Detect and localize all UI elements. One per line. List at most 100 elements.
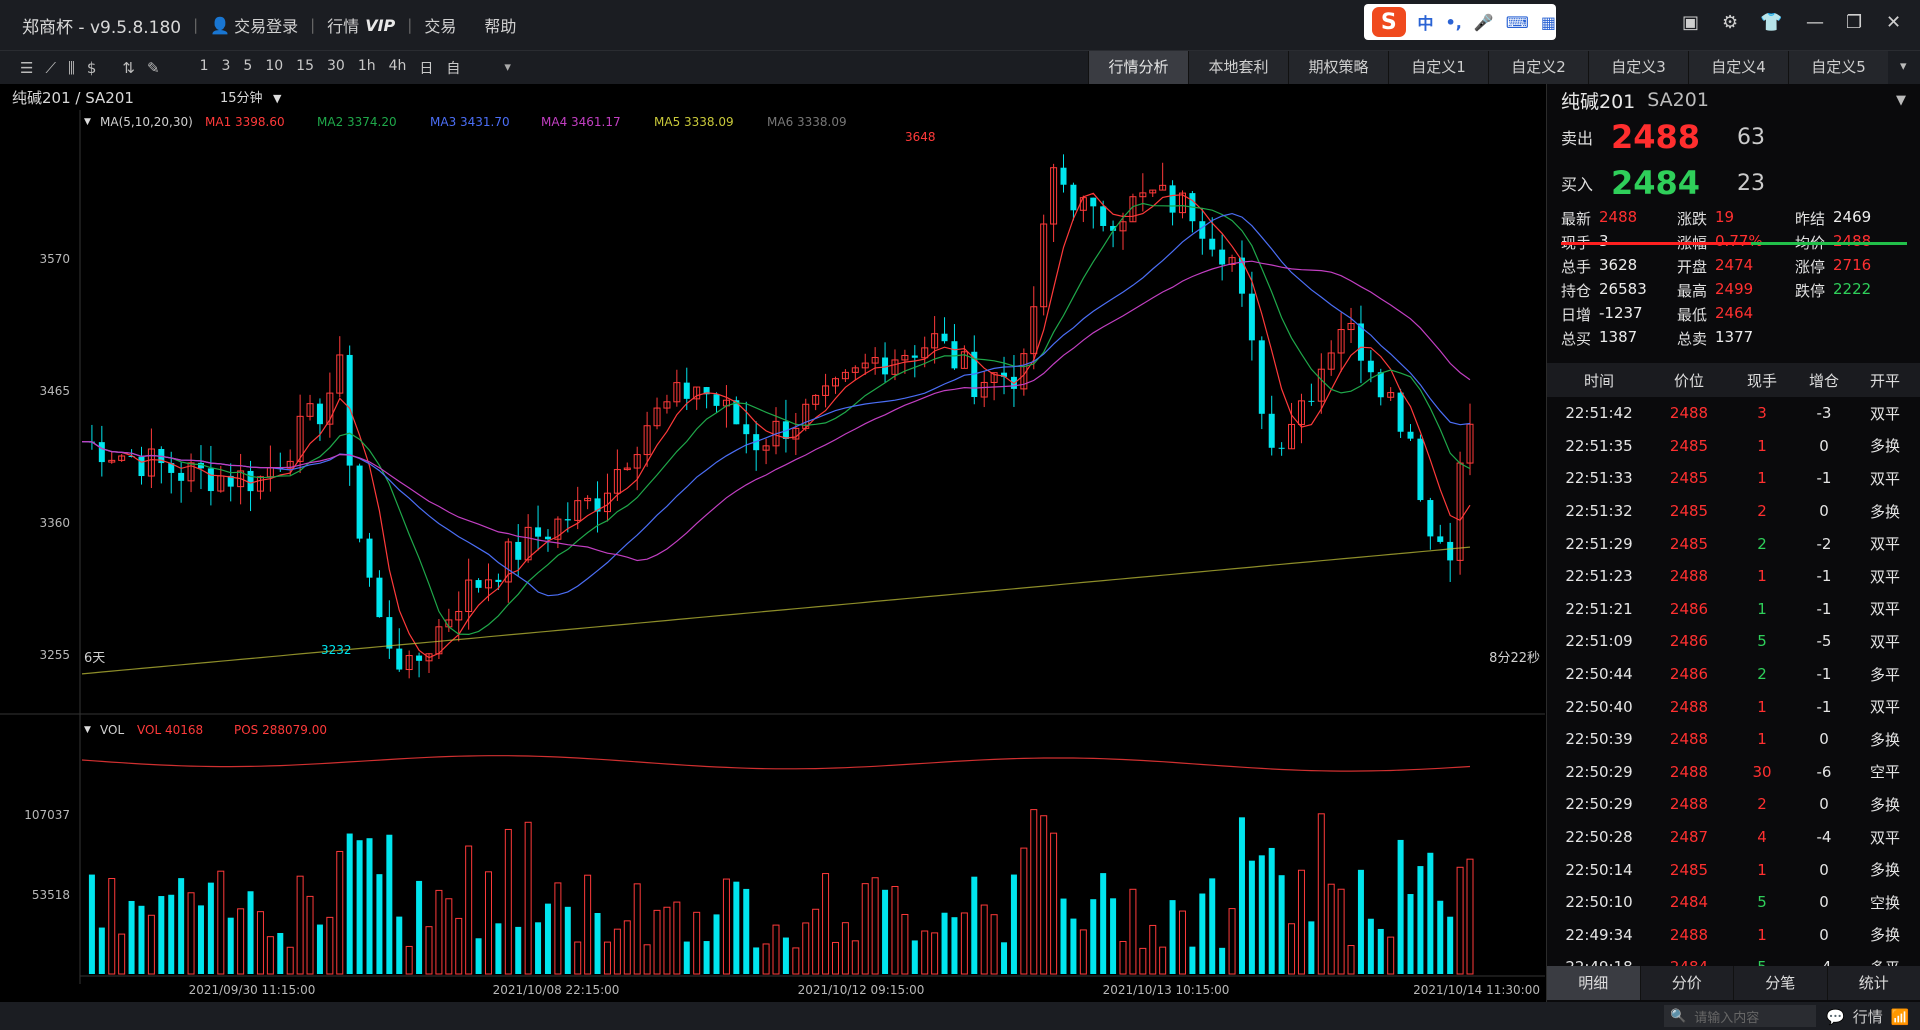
tick-row[interactable]: 22:50:40 2488 1 -1 双平 <box>1547 690 1920 723</box>
bid-row[interactable]: 买入 2484 23 <box>1547 162 1920 204</box>
candle-body <box>1377 372 1384 398</box>
tick-table[interactable]: 22:51:42 2488 3 -3 双平 22:51:35 2485 1 0 多换 22:51:3… <box>1547 397 1920 984</box>
tab-1[interactable]: 本地套利 <box>1188 51 1288 84</box>
period-8[interactable]: 日 <box>419 60 434 77</box>
ime-punctuation-icon[interactable]: •, <box>1445 12 1462 32</box>
tick-row[interactable]: 22:51:33 2485 1 -1 双平 <box>1547 462 1920 495</box>
tick-row[interactable]: 22:50:29 2488 2 0 多换 <box>1547 788 1920 821</box>
tick-row[interactable]: 22:51:35 2485 1 0 多换 <box>1547 430 1920 463</box>
tick-row[interactable]: 22:50:14 2485 1 0 多换 <box>1547 853 1920 886</box>
dollar-icon[interactable]: $ <box>86 58 97 77</box>
tick-row[interactable]: 22:51:32 2485 2 0 多换 <box>1547 495 1920 528</box>
tick-price: 2488 <box>1669 795 1709 814</box>
tick-row[interactable]: 22:50:44 2486 2 -1 多平 <box>1547 658 1920 691</box>
tick-volume: 1 <box>1757 436 1767 455</box>
market-menu[interactable]: 行情 VIP <box>327 13 395 37</box>
quote-header[interactable]: 纯碱201 SA201 ▼ <box>1547 84 1920 116</box>
period-5[interactable]: 30 <box>327 57 345 74</box>
tick-row[interactable]: 22:51:21 2486 1 -1 双平 <box>1547 593 1920 626</box>
candle-body <box>168 463 175 473</box>
period-2[interactable]: 5 <box>243 57 253 74</box>
restore-icon[interactable]: ❐ <box>1846 12 1863 33</box>
minimize-icon[interactable]: — <box>1806 12 1824 33</box>
volume-bar <box>435 889 443 975</box>
tick-type: 多平 <box>1869 665 1900 684</box>
ime-toolbox-icon[interactable]: ▦ <box>1540 12 1556 32</box>
period-4[interactable]: 15 <box>296 57 314 74</box>
tick-row[interactable]: 22:51:42 2488 3 -3 双平 <box>1547 397 1920 430</box>
ime-toolbar[interactable]: S 中 •, 🎤 ⌨ ▦ <box>1364 4 1556 40</box>
search-box[interactable]: 🔍 请输入内容 <box>1664 1005 1816 1027</box>
tick-row[interactable]: 22:51:23 2488 1 -1 双平 <box>1547 560 1920 593</box>
ask-row[interactable]: 卖出 2488 63 <box>1547 116 1920 158</box>
login-menu[interactable]: 👤 交易登录 <box>210 13 298 37</box>
tab-6[interactable]: 自定义4 <box>1688 51 1788 84</box>
candle-body <box>147 448 155 477</box>
candle-body <box>623 467 631 471</box>
sort-icon[interactable]: ⇅ <box>122 58 135 77</box>
line-chart-icon[interactable]: ⟋ <box>45 58 56 77</box>
skin-shirt-icon[interactable]: 👕 <box>1760 12 1783 33</box>
tick-price: 2486 <box>1669 665 1709 684</box>
tick-row[interactable]: 22:49:34 2488 1 0 多换 <box>1547 919 1920 952</box>
pos-value: POS 288079.00 <box>234 723 327 737</box>
volume-bar <box>623 920 631 975</box>
tab-5[interactable]: 自定义3 <box>1588 51 1688 84</box>
tick-volume: 1 <box>1757 860 1767 879</box>
candle-body <box>178 472 185 481</box>
tab-4[interactable]: 自定义2 <box>1488 51 1588 84</box>
chart-canvas[interactable]: 纯碱201 / SA201 15分钟 ▼ ▼ MA(5,10,20,30) MA1 339… <box>0 84 1545 1002</box>
kline-chart[interactable]: 纯碱201 / SA201 15分钟 ▼ ▼ MA(5,10,20,30) MA1 339… <box>0 84 1545 1002</box>
settings-gear-icon[interactable]: ⚙ <box>1722 12 1739 33</box>
chat-icon[interactable]: 💬 <box>1826 1007 1845 1026</box>
detail-tab-1[interactable]: 分价 <box>1641 966 1734 1000</box>
volume-bar <box>1169 900 1176 974</box>
detail-tab-0[interactable]: 明细 <box>1547 966 1641 1000</box>
candle-body <box>871 357 879 364</box>
tabs-more-icon[interactable]: ▾ <box>1900 59 1907 74</box>
volume-bar <box>603 941 611 975</box>
volume-bar <box>138 905 145 974</box>
ime-voice-icon[interactable]: 🎤 <box>1473 12 1494 32</box>
detail-tab-2[interactable]: 分笔 <box>1734 966 1828 1000</box>
tab-2[interactable]: 期权策略 <box>1288 51 1388 84</box>
period-0[interactable]: 1 <box>199 57 209 74</box>
tab-3[interactable]: 自定义1 <box>1388 51 1488 84</box>
ime-keyboard-icon[interactable]: ⌨ <box>1505 12 1529 32</box>
trade-menu[interactable]: 交易 <box>424 17 457 36</box>
help-menu[interactable]: 帮助 <box>484 17 517 36</box>
period-9[interactable]: 自 <box>446 60 461 77</box>
tick-row[interactable]: 22:50:29 2488 30 -6 空平 <box>1547 756 1920 789</box>
volume-bar <box>1357 869 1364 974</box>
draw-pen-icon[interactable]: ✎ <box>147 58 160 77</box>
period-dropdown-icon[interactable]: ▾ <box>504 60 511 75</box>
tick-row[interactable]: 22:50:39 2488 1 0 多换 <box>1547 723 1920 756</box>
layout-icon[interactable]: ▣ <box>1682 12 1700 33</box>
volume-bar <box>831 941 839 975</box>
tick-row[interactable]: 22:50:10 2484 5 0 空换 <box>1547 886 1920 919</box>
candle-icon[interactable]: ⫼ <box>67 58 75 77</box>
y-tick-label: 3360 <box>39 516 70 530</box>
tick-row[interactable]: 22:50:28 2487 4 -4 双平 <box>1547 821 1920 854</box>
volume-bar <box>673 901 681 975</box>
status-bar: 🔍 请输入内容 💬 行情 📶 <box>0 1002 1920 1030</box>
tick-row[interactable]: 22:51:29 2485 2 -2 双平 <box>1547 527 1920 560</box>
tab-7[interactable]: 自定义5 <box>1788 51 1888 84</box>
contract-dropdown-icon[interactable]: ▼ <box>1896 92 1906 108</box>
period-7[interactable]: 4h <box>388 57 407 74</box>
candle-body <box>1001 372 1008 377</box>
period-6[interactable]: 1h <box>357 57 376 74</box>
list-icon[interactable]: ☰ <box>20 58 34 77</box>
volume-bar <box>1050 832 1058 975</box>
candle-body <box>653 407 661 427</box>
detail-tab-3[interactable]: 统计 <box>1828 966 1920 1000</box>
tick-row[interactable]: 22:51:09 2486 5 -5 双平 <box>1547 625 1920 658</box>
tab-0[interactable]: 行情分析 <box>1088 51 1188 84</box>
ime-chinese-mode[interactable]: 中 <box>1417 14 1434 33</box>
close-icon[interactable]: ✕ <box>1886 12 1902 33</box>
period-1[interactable]: 3 <box>221 57 231 74</box>
tick-price: 2486 <box>1669 599 1709 618</box>
candle-body <box>356 465 363 539</box>
period-3[interactable]: 10 <box>265 57 284 74</box>
volume-bar <box>1297 869 1305 975</box>
